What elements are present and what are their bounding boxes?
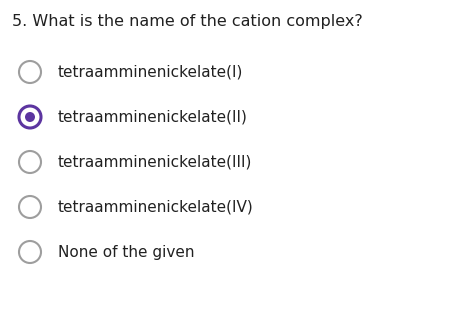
Text: 5. What is the name of the cation complex?: 5. What is the name of the cation comple… (12, 14, 363, 29)
Circle shape (19, 106, 41, 128)
Text: None of the given: None of the given (58, 245, 194, 260)
Text: tetraamminenickelate(IV): tetraamminenickelate(IV) (58, 199, 254, 215)
Circle shape (19, 241, 41, 263)
Circle shape (19, 196, 41, 218)
Text: tetraamminenickelate(I): tetraamminenickelate(I) (58, 65, 244, 80)
Circle shape (19, 151, 41, 173)
Text: tetraamminenickelate(III): tetraamminenickelate(III) (58, 154, 252, 169)
Circle shape (25, 112, 35, 122)
Circle shape (19, 61, 41, 83)
Text: tetraamminenickelate(II): tetraamminenickelate(II) (58, 110, 248, 124)
